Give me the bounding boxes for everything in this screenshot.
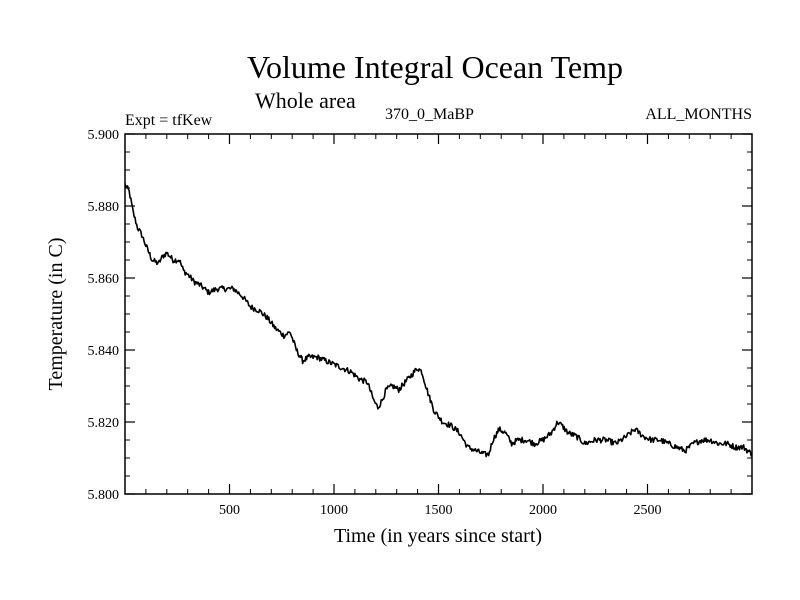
y-tick-label: 5.840 — [88, 344, 120, 359]
x-tick-label: 500 — [219, 503, 240, 518]
y-tick-label: 5.880 — [88, 200, 120, 215]
x-tick-label: 2000 — [529, 503, 557, 518]
x-tick-label: 2500 — [634, 503, 662, 518]
y-tick-label: 5.800 — [88, 488, 120, 503]
expt-annotation: Expt = tfKew — [125, 112, 213, 129]
series-line — [124, 183, 753, 458]
chart-title: Volume Integral Ocean Temp — [247, 49, 623, 85]
y-tick-label: 5.820 — [88, 416, 120, 431]
y-tick-label: 5.860 — [88, 272, 120, 287]
x-tick-label: 1500 — [425, 503, 453, 518]
x-axis: 500 1000 1500 2000 2500 — [145, 134, 732, 518]
chart-subtitle: Whole area — [255, 88, 356, 113]
months-annotation: ALL_MONTHS — [645, 106, 752, 123]
run-annotation: 370_0_MaBP — [385, 106, 474, 123]
y-tick-label: 5.900 — [88, 128, 120, 143]
x-axis-label: Time (in years since start) — [334, 525, 542, 547]
y-axis-label: Temperature (in C) — [45, 238, 67, 391]
x-tick-label: 1000 — [320, 503, 348, 518]
y-axis: 5.800 5.820 5.840 5.860 5.880 5.900 — [88, 128, 752, 503]
